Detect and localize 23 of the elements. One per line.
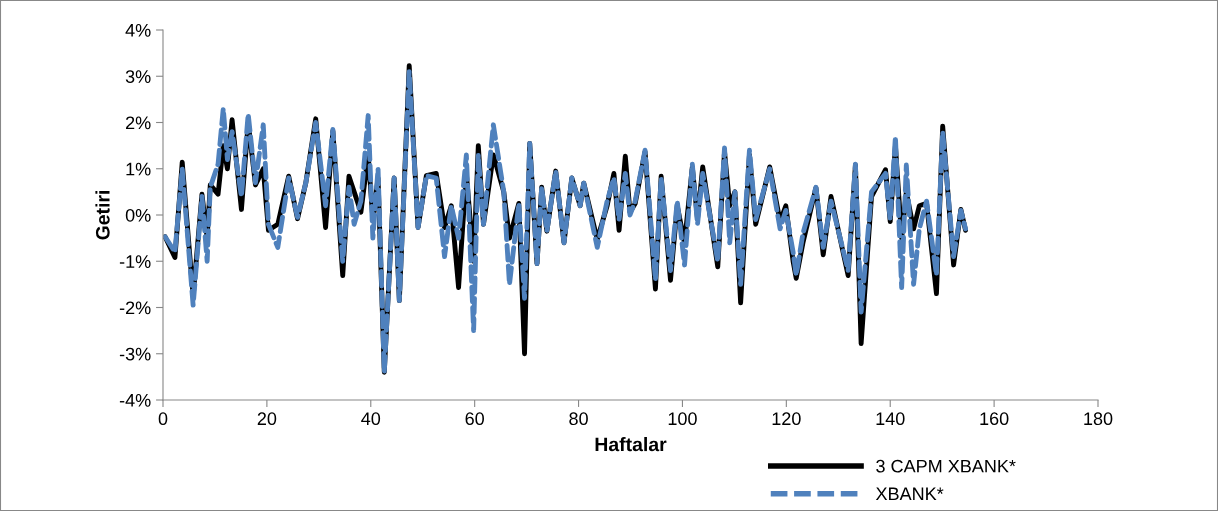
x-tick-label: 120: [772, 412, 801, 426]
x-tick-label: 20: [257, 412, 277, 426]
x-tick-label: 40: [361, 412, 381, 426]
x-tick-label: 60: [465, 412, 484, 426]
y-tick-label: 3%: [125, 70, 151, 83]
y-tick-label: 1%: [126, 162, 151, 176]
x-tick-label: 160: [980, 412, 1009, 426]
y-tick-label: -2%: [119, 301, 151, 315]
y-tick-label: 2%: [126, 116, 151, 130]
y-tick-label: -3%: [119, 347, 151, 361]
y-tick-label: 4%: [125, 24, 151, 37]
y-tick-label: -1%: [119, 255, 151, 268]
x-tick-label: 80: [569, 412, 588, 426]
legend-label: XBANK*: [875, 487, 944, 501]
x-axis-title: Haftalar: [595, 437, 667, 452]
y-tick-label: 0%: [125, 208, 151, 222]
y-axis-title: Getiri: [95, 190, 110, 240]
x-tick-label: 0: [158, 412, 168, 426]
y-tick-label: -4%: [119, 394, 151, 407]
x-tick-label: 100: [668, 412, 697, 426]
legend-label: 3 CAPM XBANK*: [876, 459, 1016, 473]
x-tick-label: 180: [1084, 412, 1113, 426]
x-tick-label: 140: [876, 412, 905, 426]
